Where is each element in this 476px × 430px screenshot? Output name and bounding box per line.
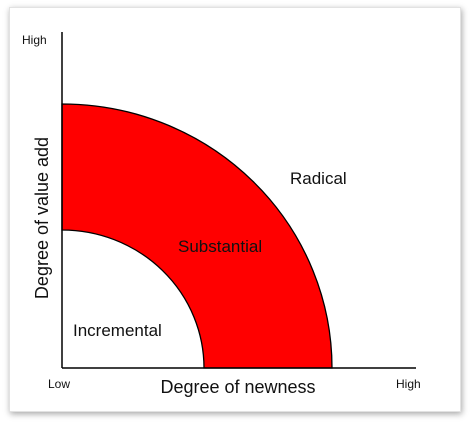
region-label-incremental: Incremental [73, 321, 162, 340]
x-axis-title: Degree of newness [160, 377, 315, 397]
y-axis-high-label: High [22, 33, 47, 47]
x-axis-high-label: High [396, 377, 421, 391]
region-label-substantial: Substantial [178, 237, 262, 256]
x-axis-low-label: Low [48, 377, 70, 391]
substantial-band [61, 103, 333, 369]
region-label-radical: Radical [290, 169, 347, 188]
y-axis-title: Degree of value add [32, 137, 52, 299]
